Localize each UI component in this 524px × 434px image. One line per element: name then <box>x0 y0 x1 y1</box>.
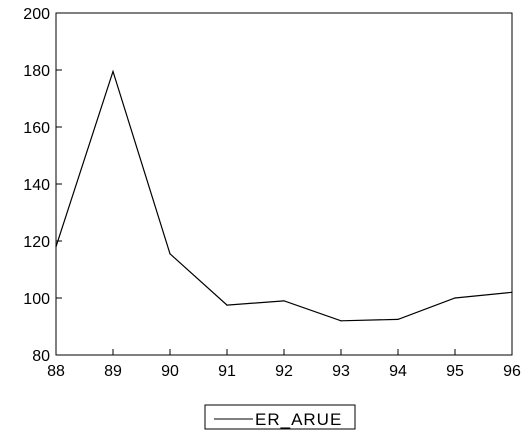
data-point <box>112 70 114 73</box>
y-tick-label: 120 <box>23 234 50 251</box>
series-line-er-arue <box>55 69 513 322</box>
y-tick-label: 80 <box>32 348 50 365</box>
x-tick-label: 90 <box>161 363 179 380</box>
y-tick-label: 180 <box>23 63 50 80</box>
y-tick-label: 200 <box>23 6 50 23</box>
legend: ER_ARUE <box>204 404 356 430</box>
x-tick-label: 91 <box>218 363 236 380</box>
x-tick-label: 89 <box>104 363 122 380</box>
x-tick-label: 96 <box>503 363 521 380</box>
x-tick-label: 88 <box>47 363 65 380</box>
x-tick-label: 94 <box>389 363 407 380</box>
y-tick-label: 160 <box>23 120 50 137</box>
x-axis: 88 89 90 91 92 93 94 95 96 <box>47 349 521 380</box>
plot-area-frame <box>55 12 513 356</box>
x-tick-label: 93 <box>332 363 350 380</box>
y-tick-label: 140 <box>23 177 50 194</box>
data-point <box>397 318 399 320</box>
series-layer <box>55 69 513 322</box>
x-tick-label: 95 <box>446 363 464 380</box>
y-axis: 80 100 120 140 160 180 200 <box>23 6 62 365</box>
data-point <box>454 297 456 299</box>
data-point <box>340 320 342 322</box>
data-point <box>169 253 171 255</box>
data-point <box>283 300 285 302</box>
data-point <box>226 304 228 306</box>
x-tick-label: 92 <box>275 363 293 380</box>
y-tick-label: 100 <box>23 291 50 308</box>
legend-box <box>204 404 356 430</box>
legend-label-er-arue: ER_ARUE <box>255 410 342 429</box>
